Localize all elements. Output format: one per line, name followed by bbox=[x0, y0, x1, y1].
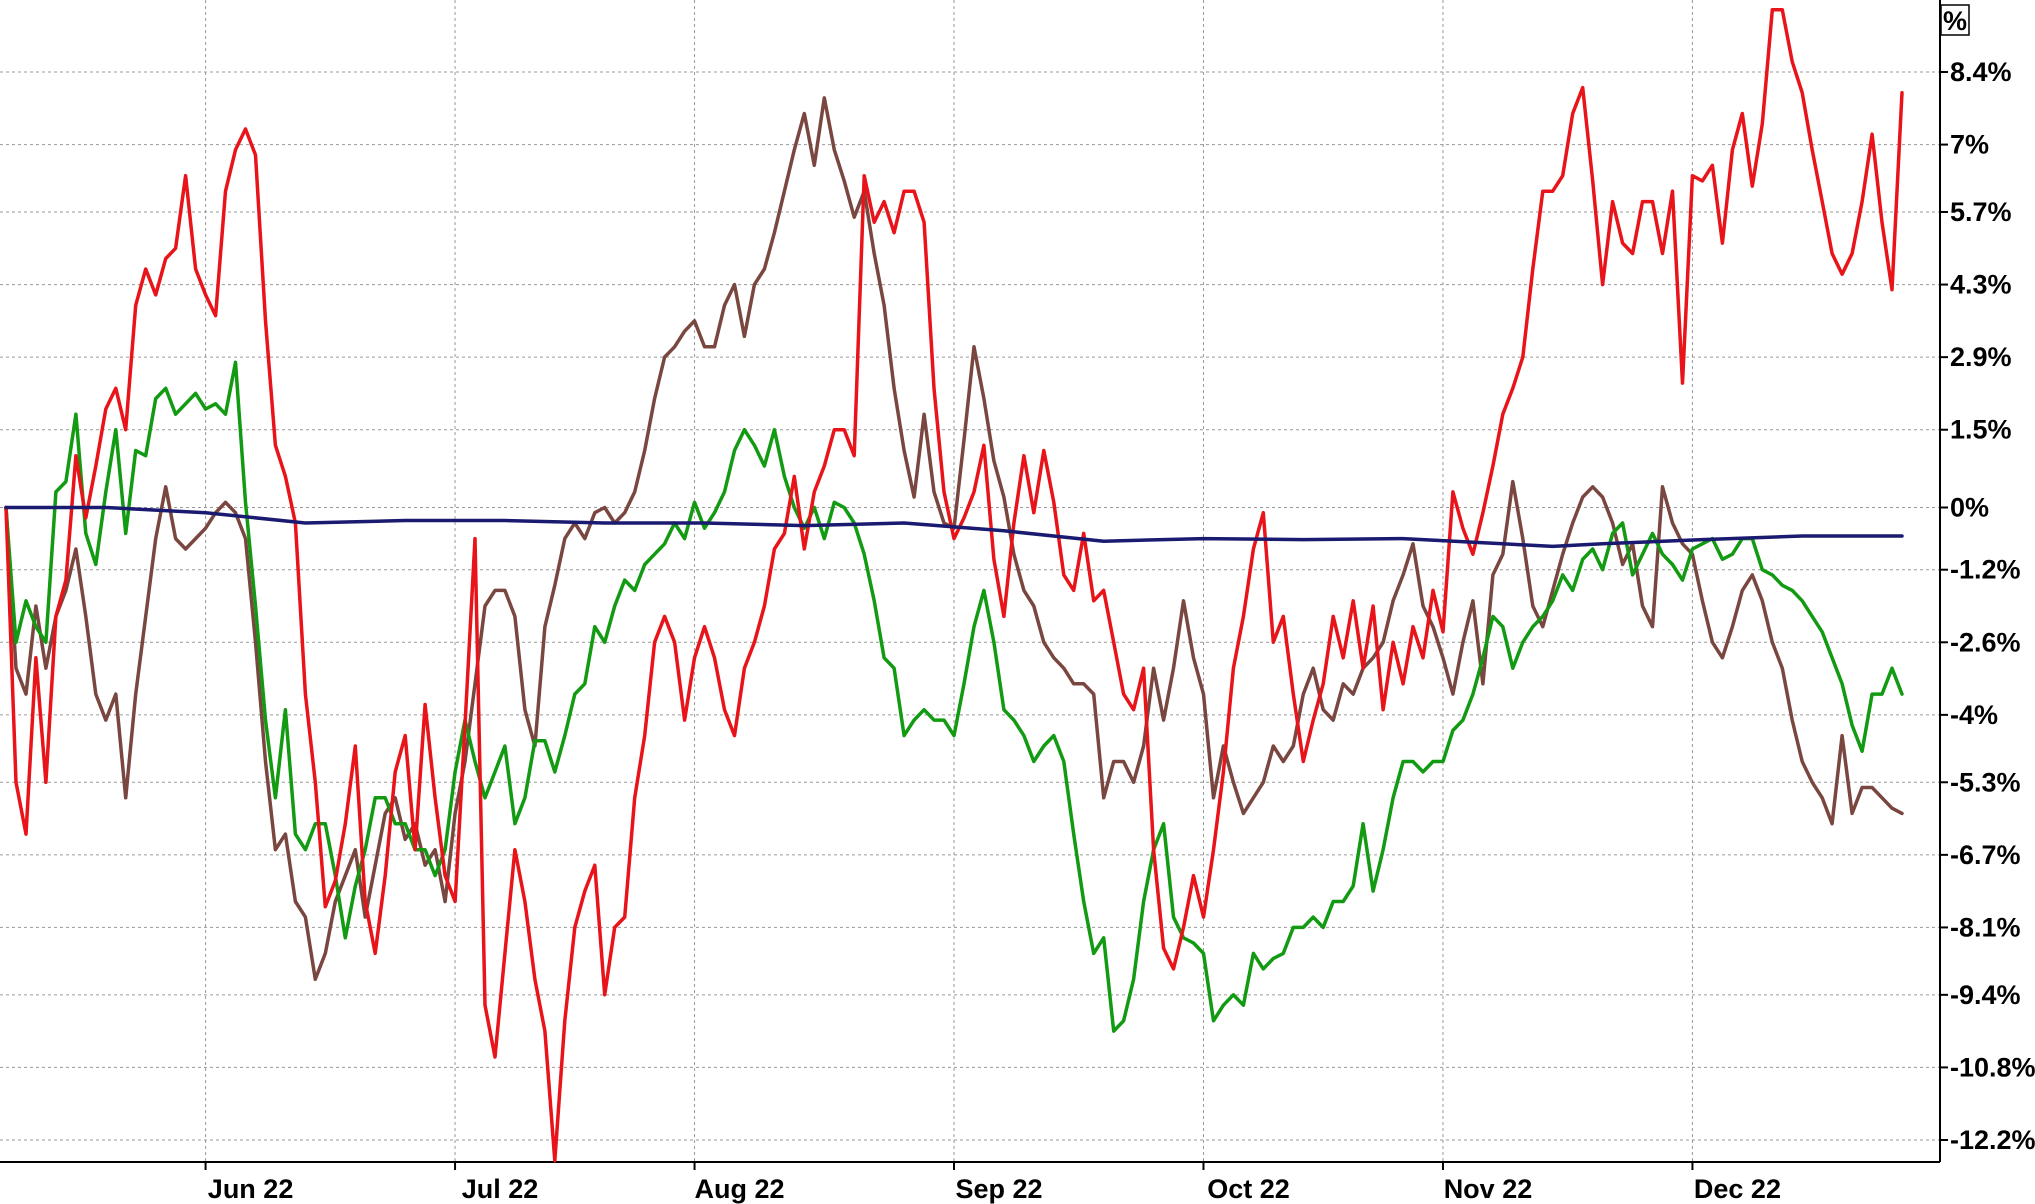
series-line-1 bbox=[4, 8, 1904, 1163]
series-line-2 bbox=[4, 360, 1904, 1033]
series-lines bbox=[4, 8, 1904, 1163]
series-line-4 bbox=[4, 505, 1904, 549]
x-tick-label: Jun 22 bbox=[208, 1174, 294, 1204]
unit-label: % bbox=[1943, 6, 1967, 36]
y-tick-label: 4.3% bbox=[1950, 270, 2012, 300]
y-tick-label: 5.7% bbox=[1950, 197, 2012, 227]
x-tick-label: Dec 22 bbox=[1694, 1174, 1781, 1204]
unit-label-box bbox=[1940, 4, 1970, 36]
x-tick-label: Nov 22 bbox=[1444, 1174, 1533, 1204]
x-tick-label: Jul 22 bbox=[462, 1174, 539, 1204]
y-tick-label: 7% bbox=[1950, 130, 1989, 160]
x-tick-label: Sep 22 bbox=[955, 1174, 1042, 1204]
y-tick-label: -12.2% bbox=[1950, 1125, 2035, 1155]
x-tick-label: Aug 22 bbox=[695, 1174, 785, 1204]
y-tick-label: 2.9% bbox=[1950, 342, 2012, 372]
y-tick-label: 1.5% bbox=[1950, 415, 2012, 445]
vertical-gridlines bbox=[204, 0, 1694, 1170]
x-tick-labels: Jun 22 Jul 22 Aug 22 Sep 22 Oct 22 Nov 22 Dec … bbox=[208, 1174, 1781, 1204]
y-tick-label: -6.7% bbox=[1950, 840, 2021, 870]
y-tick-label: -8.1% bbox=[1950, 912, 2021, 942]
y-tick-label: -9.4% bbox=[1950, 980, 2021, 1010]
y-tick-label: -5.3% bbox=[1950, 767, 2021, 797]
y-tick-label: 0% bbox=[1950, 492, 1989, 522]
y-tick-label: -10.8% bbox=[1950, 1052, 2035, 1082]
y-tick-label: -1.2% bbox=[1950, 555, 2021, 585]
y-tick-label: -2.6% bbox=[1950, 627, 2021, 657]
y-tick-label: -4% bbox=[1950, 700, 1998, 730]
horizontal-gridlines bbox=[0, 71, 1948, 1141]
y-tick-labels: 8.4% 7% 5.7% 4.3% 2.9% 1.5% 0% -1.2% -2.6% -4% -5.… bbox=[1950, 57, 2035, 1155]
x-tick-label: Oct 22 bbox=[1207, 1174, 1290, 1204]
y-tick-label: 8.4% bbox=[1950, 57, 2012, 87]
